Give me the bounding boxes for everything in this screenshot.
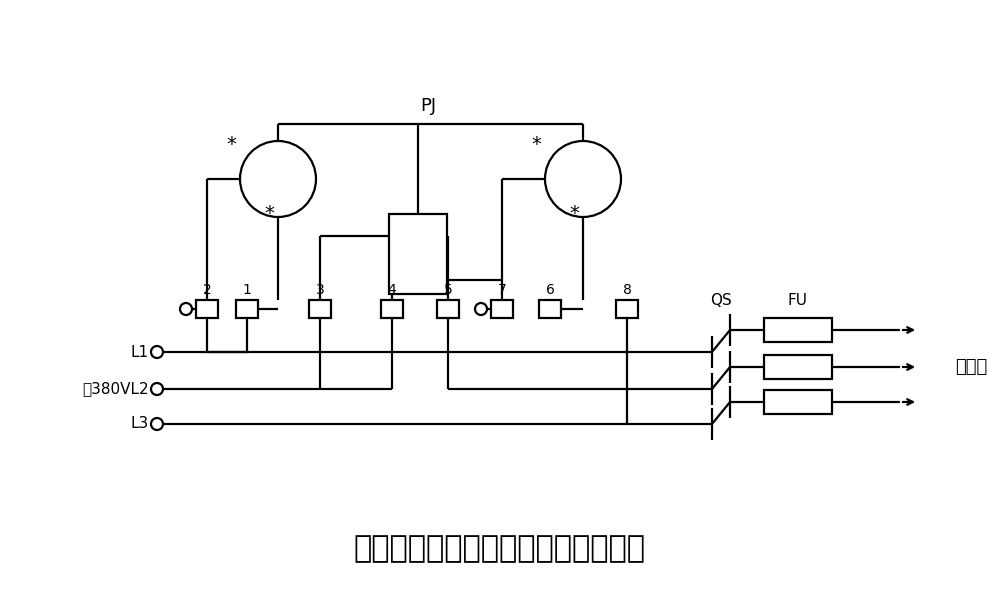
Circle shape <box>151 383 163 395</box>
Text: *: * <box>569 203 579 222</box>
Circle shape <box>180 303 192 315</box>
Bar <box>764 355 832 379</box>
Bar <box>437 300 459 318</box>
Bar <box>491 300 513 318</box>
Bar <box>236 300 258 318</box>
Text: L3: L3 <box>131 416 149 432</box>
Text: FU: FU <box>788 292 808 308</box>
Bar <box>539 300 561 318</box>
Bar <box>196 300 218 318</box>
Text: 2: 2 <box>203 283 212 297</box>
Bar <box>616 300 638 318</box>
Circle shape <box>151 418 163 430</box>
Bar <box>764 390 832 414</box>
Bar <box>389 214 447 294</box>
Text: 5: 5 <box>444 283 453 297</box>
Text: 6: 6 <box>545 283 554 297</box>
Text: 7: 7 <box>498 283 506 297</box>
Bar <box>764 318 832 342</box>
Circle shape <box>475 303 487 315</box>
Circle shape <box>240 141 316 217</box>
Text: QS: QS <box>710 292 732 308</box>
Circle shape <box>151 346 163 358</box>
Text: 8: 8 <box>622 283 631 297</box>
Circle shape <box>545 141 621 217</box>
Text: ～380VL2: ～380VL2 <box>82 381 149 397</box>
Text: PJ: PJ <box>420 97 436 115</box>
Text: 3: 3 <box>316 283 325 297</box>
Bar <box>381 300 403 318</box>
Text: L1: L1 <box>131 344 149 360</box>
Text: *: * <box>264 203 274 222</box>
Text: 接负载: 接负载 <box>955 358 987 376</box>
Text: *: * <box>226 134 236 154</box>
Text: 三相三线有功电能表直人式接线电路: 三相三线有功电能表直人式接线电路 <box>353 535 645 564</box>
Bar <box>309 300 331 318</box>
Text: *: * <box>531 134 540 154</box>
Text: 1: 1 <box>243 283 252 297</box>
Text: 4: 4 <box>388 283 397 297</box>
